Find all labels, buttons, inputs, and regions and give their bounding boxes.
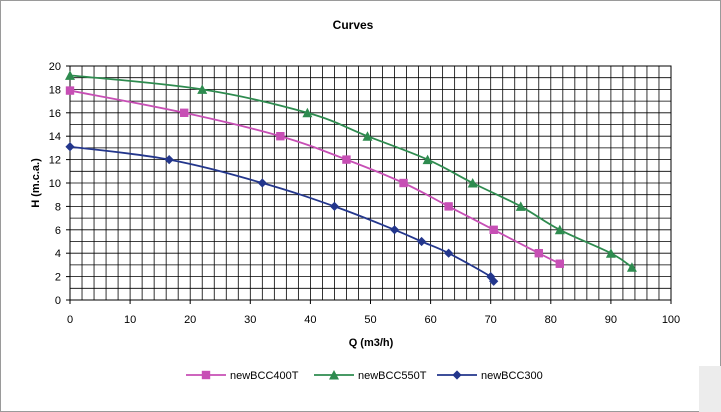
x-tick-label: 90 — [605, 314, 617, 326]
y-tick-label: 0 — [55, 295, 61, 307]
x-tick-label: 80 — [545, 314, 557, 326]
y-tick-label: 6 — [55, 225, 61, 237]
data-point — [416, 236, 427, 247]
legend-item-newBCC400T: newBCC400T — [186, 370, 299, 382]
legend-label: newBCC300 — [481, 370, 543, 382]
legend-swatch-marker — [201, 370, 211, 380]
data-point — [489, 276, 499, 286]
data-point — [422, 154, 433, 165]
data-point — [164, 155, 174, 165]
chart-title: Curves — [333, 18, 374, 32]
data-point — [534, 249, 543, 258]
x-axis-title: Q (m3/h) — [349, 337, 394, 349]
y-tick-label: 18 — [49, 84, 61, 96]
legend-swatch-marker — [452, 370, 462, 380]
legend-label: newBCC400T — [230, 370, 299, 382]
data-point — [444, 248, 454, 258]
data-point — [486, 272, 496, 282]
data-point — [399, 178, 408, 188]
x-tick-label: 50 — [364, 314, 376, 326]
data-point — [179, 108, 189, 117]
data-point — [65, 86, 75, 95]
series-newBCC550T — [65, 70, 637, 272]
axes: 0 10 20 30 40 50 60 70 80 90 100 0 2 4 6 8 10 12 14 16 18 20 — [49, 61, 680, 326]
y-tick-label: 10 — [49, 178, 61, 190]
data-point — [65, 70, 75, 80]
data-point — [555, 259, 565, 268]
data-point — [276, 132, 285, 141]
data-point — [389, 225, 400, 235]
y-tick-label: 14 — [49, 131, 61, 143]
y-tick-label: 2 — [55, 272, 61, 284]
legend-swatch-marker — [329, 370, 339, 380]
y-tick-label: 20 — [49, 61, 61, 73]
x-tick-label: 40 — [304, 314, 316, 326]
series-line — [69, 145, 496, 283]
y-axis-title: H (m.c.a.) — [30, 158, 42, 208]
data-point — [489, 225, 498, 234]
data-point — [65, 142, 75, 152]
window-corner — [699, 366, 721, 412]
legend-label: newBCC550T — [358, 370, 427, 382]
x-tick-label: 20 — [184, 314, 196, 326]
data-point — [444, 202, 453, 211]
data-point — [197, 84, 208, 94]
grid — [69, 65, 672, 301]
x-tick-label: 100 — [662, 314, 680, 326]
data-point — [626, 262, 637, 272]
data-point — [329, 201, 340, 211]
data-point — [554, 224, 565, 235]
series-newBCC300 — [65, 142, 499, 286]
data-point — [302, 107, 313, 118]
x-tick-label: 60 — [424, 314, 436, 326]
y-tick-label: 4 — [55, 248, 61, 260]
x-tick-label: 0 — [67, 314, 73, 326]
legend: newBCC400T newBCC550T newBCC300 — [186, 370, 543, 382]
series-layer — [65, 70, 637, 286]
series-newBCC400T — [65, 86, 565, 268]
x-tick-label: 10 — [124, 314, 136, 326]
data-point — [342, 155, 351, 164]
data-point — [467, 178, 478, 188]
x-tick-label: 30 — [244, 314, 256, 326]
data-point — [515, 201, 526, 211]
x-tick-label: 70 — [485, 314, 497, 326]
legend-item-newBCC300: newBCC300 — [437, 370, 543, 382]
y-tick-label: 16 — [49, 108, 61, 120]
data-point — [257, 178, 267, 188]
data-point — [362, 131, 373, 141]
legend-item-newBCC550T: newBCC550T — [314, 370, 427, 382]
data-point — [605, 248, 616, 258]
y-tick-label: 8 — [55, 201, 61, 213]
y-tick-label: 12 — [49, 155, 61, 167]
